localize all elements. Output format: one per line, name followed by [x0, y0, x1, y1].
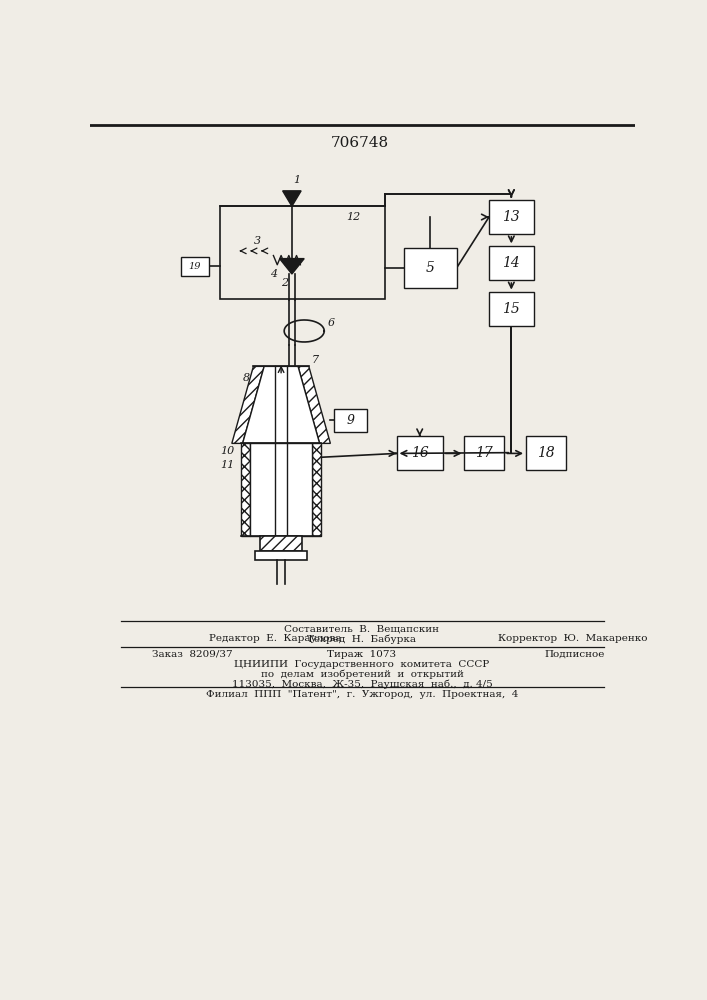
- Bar: [260, 536, 303, 551]
- Text: 4: 4: [270, 269, 277, 279]
- Bar: [219, 206, 385, 299]
- Text: 1: 1: [293, 175, 300, 185]
- Text: Корректор  Ю.  Макаренко: Корректор Ю. Макаренко: [498, 634, 648, 643]
- Text: 17: 17: [476, 446, 493, 460]
- Bar: [334, 409, 366, 432]
- Text: 706748: 706748: [331, 136, 389, 150]
- Text: Заказ  8209/37: Заказ 8209/37: [152, 650, 233, 659]
- Text: 6: 6: [328, 318, 335, 328]
- Text: 15: 15: [503, 302, 520, 316]
- Text: 12: 12: [346, 212, 361, 222]
- Text: по  делам  изобретений  и  открытий: по делам изобретений и открытий: [260, 670, 463, 679]
- Text: ЦНИИПИ  Государственного  комитета  СССР: ЦНИИПИ Государственного комитета СССР: [234, 660, 489, 669]
- Text: 18: 18: [537, 446, 555, 460]
- Bar: [181, 257, 209, 276]
- Polygon shape: [232, 366, 264, 443]
- Text: Составитель  В.  Вещапскин: Составитель В. Вещапскин: [284, 624, 440, 633]
- Text: 13: 13: [503, 210, 520, 224]
- Polygon shape: [298, 366, 330, 443]
- Text: 7: 7: [312, 355, 319, 365]
- Text: 14: 14: [503, 256, 520, 270]
- Bar: [489, 200, 534, 234]
- Polygon shape: [279, 259, 304, 274]
- Text: 3: 3: [254, 236, 261, 246]
- Text: 8: 8: [243, 373, 250, 383]
- Text: 9: 9: [346, 414, 354, 427]
- Bar: [489, 246, 534, 280]
- Text: 11: 11: [221, 460, 235, 470]
- Text: Подписное: Подписное: [544, 650, 604, 659]
- Text: Тираж  1073: Тираж 1073: [327, 650, 397, 659]
- Text: 10: 10: [221, 446, 235, 456]
- Bar: [464, 436, 504, 470]
- Text: 16: 16: [411, 446, 428, 460]
- Bar: [260, 536, 303, 551]
- Text: Редактор  Е.  Караулова: Редактор Е. Караулова: [209, 634, 342, 643]
- Bar: [397, 436, 443, 470]
- Polygon shape: [312, 443, 321, 536]
- Polygon shape: [241, 443, 250, 536]
- Text: 113035,  Москва,  Ж-35,  Раушская  наб.,  д. 4/5: 113035, Москва, Ж-35, Раушская наб., д. …: [232, 680, 492, 689]
- Text: Филиал  ППП  "Патент",  г.  Ужгород,  ул.  Проектная,  4: Филиал ППП "Патент", г. Ужгород, ул. Про…: [206, 690, 518, 699]
- Bar: [526, 436, 566, 470]
- Text: 19: 19: [189, 262, 201, 271]
- Text: 2: 2: [281, 278, 288, 288]
- Text: 5: 5: [426, 261, 435, 275]
- Polygon shape: [283, 191, 301, 206]
- Polygon shape: [243, 366, 320, 443]
- Bar: [255, 551, 308, 560]
- Bar: [404, 248, 457, 288]
- Bar: [250, 443, 312, 536]
- Bar: [489, 292, 534, 326]
- Text: Техред  Н.  Бабурка: Техред Н. Бабурка: [308, 634, 416, 644]
